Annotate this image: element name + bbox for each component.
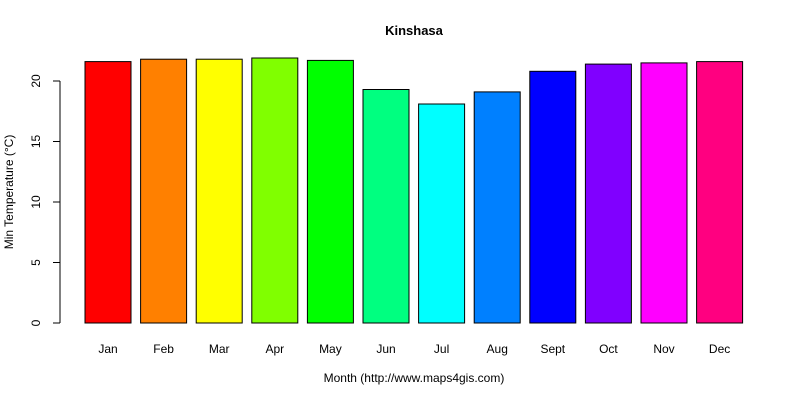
bar-mar [195, 58, 243, 324]
y-tick-label: 15 [29, 135, 43, 149]
x-tick-label: Jun [376, 342, 395, 356]
x-tick-label: Aug [487, 342, 508, 356]
x-tick-label: Jan [98, 342, 117, 356]
bar-dec [696, 61, 744, 324]
x-tick-labels: Jan Feb Mar Apr May Jun Jul Aug Sept Oct Nov Dec [98, 342, 730, 356]
bar-sept [529, 70, 577, 324]
x-tick-label: Nov [653, 342, 674, 356]
chart-title: Kinshasa [385, 23, 444, 38]
x-axis-label: Month (http://www.maps4gis.com) [324, 371, 505, 385]
x-tick-label: Jul [434, 342, 449, 356]
bar-oct [584, 63, 632, 324]
bar-apr [251, 57, 299, 324]
y-tick-label: 10 [29, 195, 43, 209]
bar-aug [473, 91, 521, 324]
x-tick-label: Mar [209, 342, 230, 356]
y-tick-label: 0 [29, 319, 43, 326]
x-tick-label: Dec [709, 342, 730, 356]
x-tick-label: May [319, 342, 342, 356]
y-tick-label: 20 [29, 74, 43, 88]
x-tick-label: Feb [153, 342, 174, 356]
bar-nov [640, 62, 688, 324]
x-tick-label: Oct [599, 342, 618, 356]
bar-jan [84, 61, 132, 324]
bars-group [84, 57, 744, 324]
x-tick-label: Apr [265, 342, 284, 356]
bar-jul [418, 103, 466, 324]
y-tick-label: 5 [29, 259, 43, 266]
bar-may [306, 59, 354, 324]
y-axis: 0 5 10 15 20 [29, 74, 61, 326]
bar-jun [362, 89, 410, 324]
x-tick-label: Sept [540, 342, 565, 356]
bar-feb [140, 58, 188, 324]
y-axis-label: Min Temperature (°C) [2, 135, 16, 250]
